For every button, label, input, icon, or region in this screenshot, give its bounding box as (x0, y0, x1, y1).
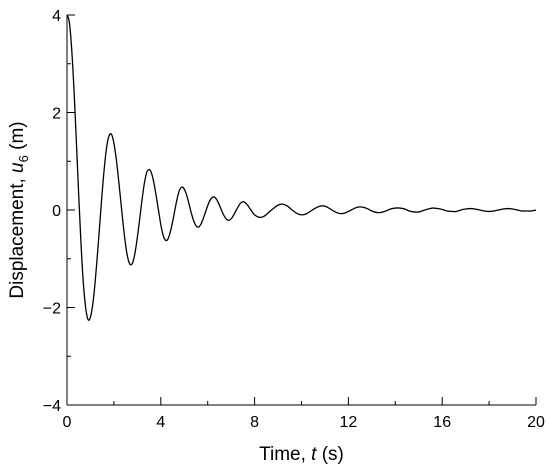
x-tick-label: 20 (527, 414, 545, 431)
displacement-series-line (66, 14, 537, 321)
x-tick-label: 16 (433, 414, 451, 431)
y-tick-label: 0 (52, 203, 61, 220)
y-axis-title: Displacement, u6 (m) (7, 121, 31, 298)
x-axis-title: Time, t (s) (259, 444, 344, 465)
x-tick-label: 8 (250, 414, 259, 431)
y-axis-title-suffix: (m) (7, 121, 28, 155)
y-axis-title-prefix: Displacement, (7, 173, 28, 299)
x-axis-title-prefix: Time, (259, 444, 311, 465)
x-tick-label: 12 (340, 414, 358, 431)
x-axis-title-suffix: (s) (316, 444, 343, 465)
y-axis-title-subscript: 6 (16, 155, 31, 162)
x-axis-title-var: t (311, 444, 317, 465)
y-tick-label: 2 (52, 106, 61, 123)
y-tick-label: 4 (52, 8, 61, 25)
ticks: 0 4 8 12 16 20 −4 −2 0 2 4 (43, 8, 545, 431)
x-tick-label: 4 (156, 414, 165, 431)
series-layer (66, 14, 537, 321)
y-axis-title-var: u (7, 162, 28, 173)
y-tick-label: −4 (43, 398, 61, 415)
axes (66, 15, 536, 406)
y-tick-label: −2 (43, 301, 61, 318)
x-tick-label: 0 (63, 414, 72, 431)
